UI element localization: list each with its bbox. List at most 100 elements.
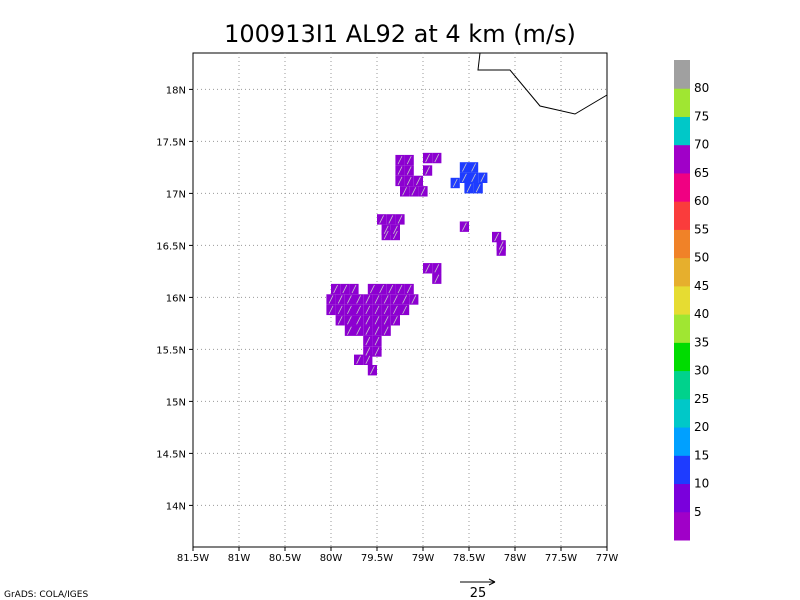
x-tick-label: 81W bbox=[228, 553, 251, 564]
colorbar-label: 10 bbox=[694, 477, 709, 491]
wind-vector bbox=[402, 187, 407, 196]
wind-vector bbox=[466, 184, 472, 193]
colorbar-segment bbox=[674, 144, 690, 174]
wind-vector bbox=[333, 284, 338, 294]
wind-vector bbox=[411, 187, 417, 196]
colorbar-segment bbox=[674, 257, 690, 287]
x-tick-label: 77.5W bbox=[545, 553, 577, 564]
wind-vector bbox=[365, 355, 371, 364]
colorbar-label: 55 bbox=[694, 222, 709, 236]
wind-vector bbox=[393, 225, 398, 234]
wind-vector bbox=[452, 178, 458, 188]
grid bbox=[193, 53, 607, 547]
y-axis: 14N 14.5N 15N 15.5N 16N 16.5N 17N 17.5N 18N bbox=[156, 85, 193, 512]
coastline bbox=[477, 52, 608, 115]
colorbar-segment bbox=[674, 483, 690, 513]
wind-vector bbox=[494, 232, 499, 242]
colorbar-label: 70 bbox=[694, 138, 709, 152]
wind-vector bbox=[383, 225, 389, 234]
wind-vector bbox=[420, 187, 426, 196]
wind-vector bbox=[356, 316, 361, 325]
wind-vector bbox=[328, 295, 334, 304]
wind-vector bbox=[475, 184, 481, 193]
wind-vector bbox=[388, 284, 394, 294]
wind-vector bbox=[462, 173, 467, 182]
colorbar-label: 25 bbox=[694, 392, 709, 406]
colorbar-segment bbox=[674, 511, 690, 541]
wind-vector bbox=[462, 222, 467, 231]
wind-vector bbox=[374, 305, 380, 315]
wind-vector bbox=[365, 316, 371, 325]
wind-vector bbox=[370, 284, 375, 294]
wind-vector bbox=[393, 295, 398, 304]
wind-vector bbox=[337, 305, 343, 315]
wind-vector bbox=[425, 264, 430, 273]
y-tick-label: 14N bbox=[166, 501, 186, 512]
wind-vector bbox=[351, 284, 357, 294]
wind-vector bbox=[397, 215, 403, 224]
wind-vector bbox=[434, 264, 440, 273]
wind-vector bbox=[383, 305, 389, 315]
wind-vector bbox=[425, 153, 430, 163]
wind-vector bbox=[379, 284, 384, 294]
wind-vector bbox=[379, 215, 384, 224]
colorbar: 5 10 15 20 25 30 35 40 45 50 55 60 65 70 75 80 bbox=[674, 60, 709, 541]
colorbar-segment bbox=[674, 229, 690, 259]
x-tick-label: 79W bbox=[412, 553, 435, 564]
chart-title: 100913I1 AL92 at 4 km (m/s) bbox=[224, 20, 576, 48]
wind-vector bbox=[462, 163, 467, 172]
colorbar-label: 50 bbox=[694, 251, 709, 265]
wind-vector bbox=[383, 326, 389, 335]
wind-vector bbox=[383, 230, 389, 240]
colorbar-segment bbox=[674, 314, 690, 343]
wind-vector bbox=[374, 347, 380, 356]
y-tick-label: 14.5N bbox=[156, 449, 186, 460]
wind-vector bbox=[347, 305, 352, 315]
y-tick-label: 16N bbox=[166, 293, 186, 304]
colorbar-label: 60 bbox=[694, 194, 709, 208]
wind-vector bbox=[365, 347, 371, 356]
wind-vector bbox=[397, 176, 403, 186]
wind-vector bbox=[434, 274, 440, 283]
wind-vector bbox=[393, 230, 398, 240]
wind-vector bbox=[356, 355, 361, 364]
wind-vector bbox=[397, 155, 403, 165]
wind-vector bbox=[397, 166, 403, 175]
wind-vector bbox=[365, 336, 371, 346]
wind-vector bbox=[370, 366, 375, 375]
wind-vector bbox=[337, 316, 343, 325]
wind-vector bbox=[365, 305, 371, 315]
wind-vector bbox=[498, 246, 504, 255]
colorbar-segment bbox=[674, 285, 690, 315]
wind-vector bbox=[347, 316, 352, 325]
colorbar-label: 45 bbox=[694, 279, 709, 293]
wind-vector bbox=[356, 305, 361, 315]
colorbar-segment bbox=[674, 172, 690, 202]
x-axis: 81.5W 81W 80.5W 80W 79.5W 79W 78.5W 78W 77.5W 77W bbox=[177, 547, 618, 564]
wind-vector bbox=[337, 295, 343, 304]
wind-vector bbox=[374, 295, 380, 304]
wind-vector bbox=[374, 316, 380, 325]
wind-vector bbox=[328, 305, 334, 315]
y-tick-label: 16.5N bbox=[156, 241, 186, 252]
x-tick-label: 80W bbox=[320, 553, 343, 564]
y-tick-label: 18N bbox=[166, 85, 186, 96]
wind-vector bbox=[471, 163, 476, 172]
colorbar-segment bbox=[674, 398, 690, 428]
wind-vector bbox=[406, 155, 412, 165]
x-tick-label: 78W bbox=[504, 553, 527, 564]
colorbar-segment bbox=[674, 201, 690, 230]
reference-vector-label: 25 bbox=[470, 586, 487, 600]
x-tick-label: 80.5W bbox=[269, 553, 301, 564]
credit-text: GrADS: COLA/IGES bbox=[4, 590, 88, 600]
wind-vector bbox=[397, 284, 403, 294]
wind-vector bbox=[356, 326, 361, 335]
colorbar-label: 65 bbox=[694, 166, 709, 180]
colorbar-label: 5 bbox=[694, 505, 702, 519]
wind-vector bbox=[374, 326, 380, 335]
wind-vector bbox=[406, 284, 412, 294]
wind-vector bbox=[480, 173, 486, 182]
colorbar-segment bbox=[674, 342, 690, 372]
wind-vector bbox=[374, 336, 380, 346]
